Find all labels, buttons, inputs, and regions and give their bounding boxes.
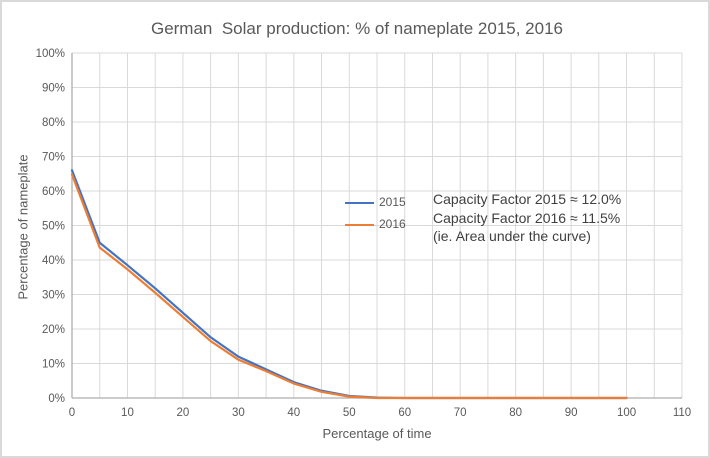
y-axis-title: Percentage of nameplate	[15, 154, 31, 300]
y-tick-label: 0%	[48, 393, 65, 405]
capacity-factor-annotation: Capacity Factor 2015 ≈ 12.0% Capacity Fa…	[433, 190, 621, 246]
annotation-line-2: Capacity Factor 2016 ≈ 11.5%	[433, 209, 621, 226]
x-tick-label: 70	[454, 407, 467, 419]
legend-entry-2016[interactable]: 2016	[345, 218, 406, 231]
x-tick-label: 30	[232, 407, 245, 419]
chart-title: German Solar production: % of nameplate …	[150, 19, 564, 38]
x-tick-label: 80	[509, 407, 522, 419]
x-tick-label: 90	[565, 407, 578, 419]
series-line-2016[interactable]	[70, 173, 628, 400]
annotation-line-1: Capacity Factor 2015 ≈ 12.0%	[433, 191, 622, 207]
y-tick-label: 70%	[42, 152, 65, 164]
y-tick-label: 50%	[42, 221, 65, 233]
y-tick-label: 10%	[42, 359, 65, 371]
y-tick-label: 90%	[42, 83, 65, 95]
x-tick-label: 100	[617, 407, 636, 419]
x-tick-label: 20	[177, 407, 190, 419]
legend-entry-2015[interactable]: 2015	[345, 196, 406, 209]
x-tick-label: 40	[287, 407, 300, 419]
x-tick-label: 50	[343, 407, 356, 419]
legend-line-sample-2016-icon	[345, 223, 374, 226]
y-tick-label: 40%	[42, 255, 65, 267]
y-tick-label: 20%	[42, 324, 65, 336]
legend-label-2016: 2016	[379, 217, 406, 231]
legend-line-sample-2015-icon	[345, 201, 374, 204]
x-tick-label: 0	[69, 407, 75, 419]
x-tick-label: 60	[398, 407, 411, 419]
y-tick-label: 80%	[42, 117, 65, 129]
legend-label-2015: 2015	[379, 195, 406, 209]
y-tick-label: 100%	[36, 48, 65, 60]
y-tick-label: 30%	[42, 290, 65, 302]
x-tick-label: 10	[121, 407, 134, 419]
x-tick-label: 110	[673, 407, 691, 419]
y-tick-label: 60%	[42, 186, 65, 198]
annotation-line-3: (ie. Area under the curve)	[433, 228, 591, 244]
x-axis-title: Percentage of time	[322, 426, 432, 441]
